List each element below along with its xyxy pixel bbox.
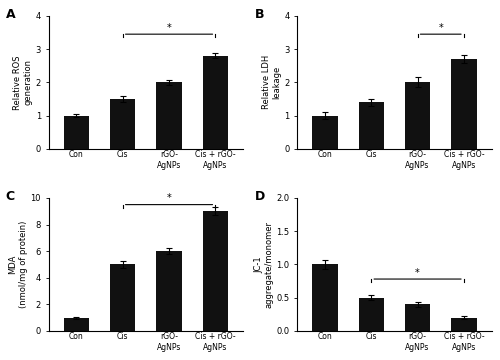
Y-axis label: Relative ROS
generation: Relative ROS generation [14,55,33,109]
Bar [451,59,476,149]
Bar [64,116,89,149]
Text: D: D [254,190,264,203]
Y-axis label: Relative LDH
leakage: Relative LDH leakage [262,55,281,109]
Text: *: * [166,193,172,203]
Y-axis label: JC-1
aggregate/monomer: JC-1 aggregate/monomer [254,221,274,308]
Bar [110,99,136,149]
Bar [312,265,338,331]
Bar [312,116,338,149]
Bar [156,82,182,149]
Text: *: * [166,23,172,33]
Bar [451,318,476,331]
Bar [405,304,430,331]
Bar [156,251,182,331]
Bar [358,102,384,149]
Bar [202,56,228,149]
Y-axis label: MDA
(nmol/mg of protein): MDA (nmol/mg of protein) [8,221,28,308]
Bar [202,211,228,331]
Bar [405,82,430,149]
Text: B: B [254,8,264,21]
Bar [358,298,384,331]
Text: A: A [6,8,16,21]
Text: *: * [415,268,420,278]
Text: *: * [438,23,443,33]
Bar [64,318,89,331]
Bar [110,265,136,331]
Text: C: C [6,190,15,203]
